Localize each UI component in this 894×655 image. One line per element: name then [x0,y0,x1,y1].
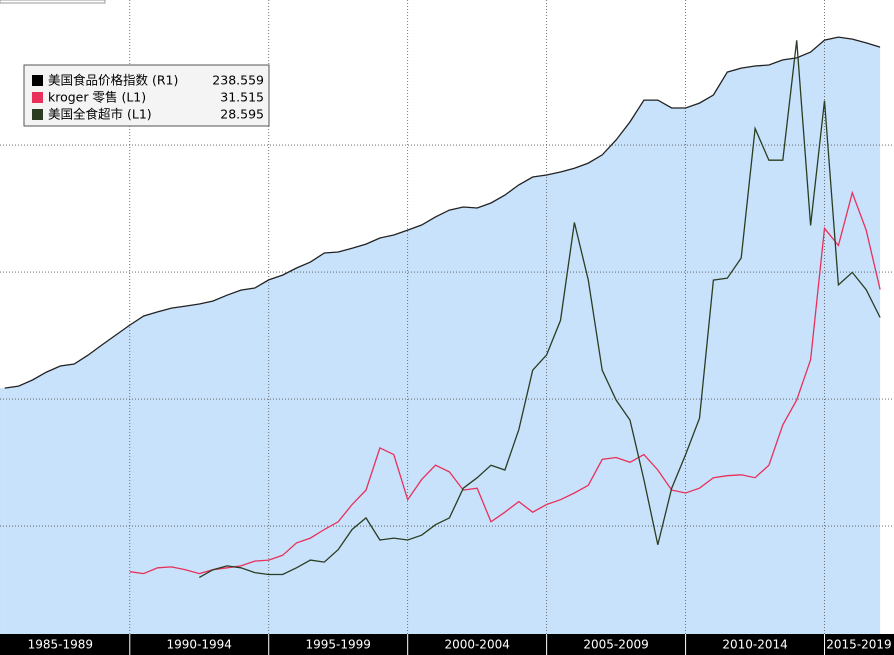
line [129,190,881,575]
area-line [4,36,881,389]
legend-swatch [32,75,43,86]
legend-label: kroger 零售 (L1) [48,90,146,105]
legend-value: 28.595 [220,107,264,122]
x-tick-label: 2000-2004 [444,638,509,652]
legend-value: 31.515 [220,90,264,105]
axis-bar [0,634,894,655]
x-tick-label: 1995-1999 [305,638,370,652]
x-tick-label: 2015-2019 [826,638,891,652]
legend-swatch [32,92,43,103]
x-axis: 1985-1989 1990-1994 1995-1999 2000-2004 2005… [0,634,894,655]
legend-swatch [32,109,43,120]
legend-box [23,64,270,127]
legend: 美国食品价格指数 (R1) 238.559 kroger 零售 (L1) 31.515… [23,64,270,127]
plot-area [0,0,894,635]
x-tick-label: 2005-2009 [583,638,648,652]
x-tick-label: 2010-2014 [722,638,787,652]
x-tick-label: 1990-1994 [167,638,232,652]
top-tab [0,0,106,4]
legend-value: 238.559 [212,73,264,88]
x-tick-label: 1985-1989 [28,638,93,652]
area [4,37,881,635]
area-edge-fill [0,388,5,634]
legend-label: 美国食品价格指数 (R1) [48,73,178,88]
legend-label: 美国全食超市 (L1) [48,107,152,122]
line [198,40,881,578]
